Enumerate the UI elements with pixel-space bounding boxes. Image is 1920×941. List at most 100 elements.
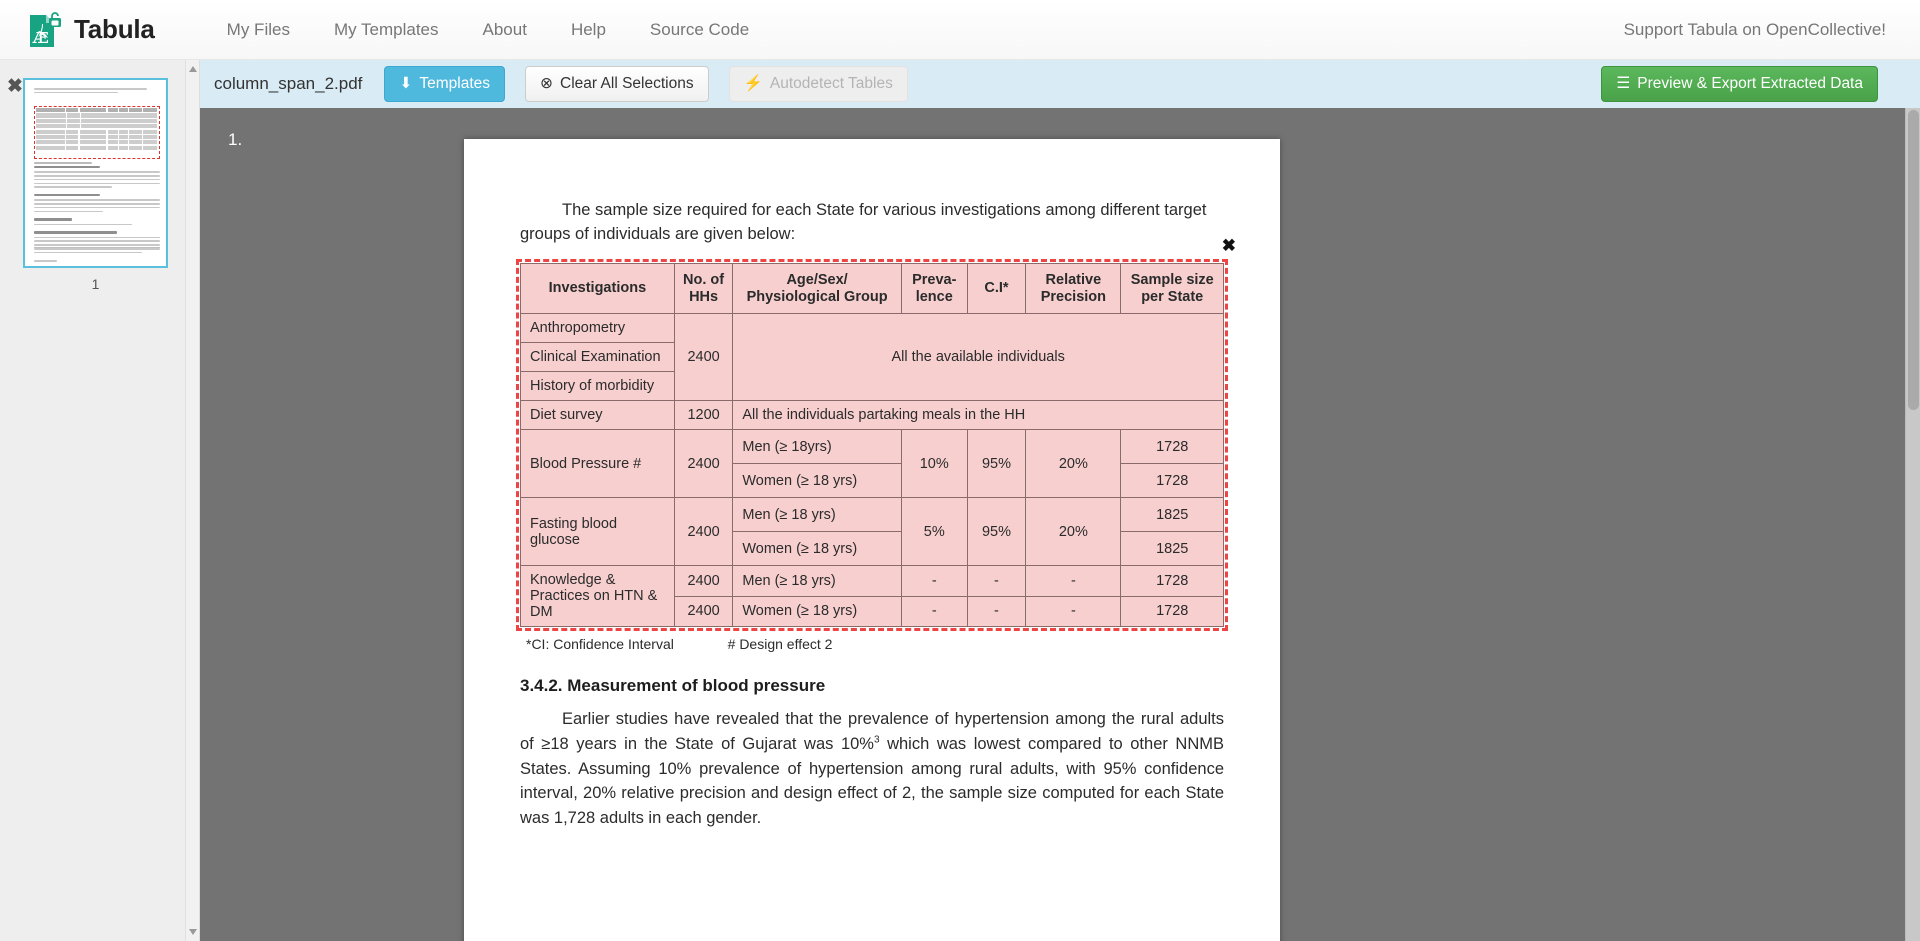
template-icon: ⬇ (399, 75, 413, 93)
cell-hhs: 1200 (673, 400, 734, 431)
nav-item-my-templates[interactable]: My Templates (333, 19, 439, 39)
cell-relative-precision: 20% (1025, 497, 1122, 567)
thumbnail-selection-box (34, 106, 160, 159)
cell-sample-size: 1728 (1120, 565, 1224, 597)
cell-investigation: Blood Pressure # (520, 429, 675, 499)
table-row[interactable]: Women (≥ 18 yrs) 1825 (521, 531, 1224, 567)
cell-investigation: Clinical Examination (520, 342, 675, 373)
cell-sample-size: 1825 (1120, 531, 1224, 567)
cell-group: Men (≥ 18 yrs) (732, 497, 902, 533)
cell-group-merged: All the individuals partaking meals in t… (732, 400, 1224, 431)
sidebar-scrollbar[interactable] (185, 60, 199, 941)
table-row[interactable]: Diet survey 1200 All the individuals par… (520, 400, 1224, 431)
cell-relative-precision: - (1025, 595, 1122, 628)
table-header-sample-size: Sample size per State (1120, 262, 1224, 315)
brand-name: Tabula (74, 14, 155, 44)
table-row[interactable]: Blood Pressure # 2400 Men (≥ 18yrs) 10% … (520, 429, 1224, 499)
brand[interactable]: ᴁ Tabula (28, 11, 155, 49)
section-paragraph-part-a: Earlier studies have revealed that the p… (520, 710, 1224, 753)
cell-hhs: 2400 (673, 595, 734, 628)
cell-hhs: 2400 (673, 565, 734, 597)
cell-prevalence: 5% (900, 497, 968, 567)
cell-ci: - (966, 595, 1027, 628)
cell-relative-precision: - (1025, 565, 1122, 597)
cell-sample-size: 1728 (1120, 429, 1224, 465)
section-paragraph-part-b: which was lowest compared to other NNMB … (520, 734, 1224, 828)
page-thumbnail-wrapper: 1 (23, 78, 168, 292)
cell-group: Men (≥ 18yrs) (732, 429, 902, 465)
viewport-vertical-scrollbar[interactable] (1905, 108, 1920, 941)
cell-ci: 95% (966, 497, 1027, 567)
table-header-prevalence: Preva- lence (900, 262, 968, 315)
nav-item-source-code[interactable]: Source Code (649, 19, 750, 39)
cell-group-merged: All the available individuals (732, 313, 1224, 402)
cell-investigation: Anthropometry (520, 313, 675, 344)
cell-hhs: 2400 (673, 497, 734, 567)
table-row[interactable]: Knowledge & Practices on HTN & DM 2400 M… (520, 565, 1224, 628)
table-header-investigations: Investigations (520, 262, 675, 315)
nav-item-my-files[interactable]: My Files (226, 19, 290, 39)
table-header-row: Investigations No. of HHs Age/Sex/ Physi… (520, 262, 1224, 315)
scroll-down-arrow-icon[interactable] (189, 929, 197, 935)
page-thumbnail-1[interactable] (23, 78, 168, 268)
cell-investigation: Fasting blood glucose (520, 497, 675, 567)
templates-button-label: Templates (419, 75, 491, 92)
thumbnail-sidebar: ✖ (0, 60, 200, 941)
autodetect-tables-label: Autodetect Tables (769, 75, 893, 92)
pdf-intro-paragraph: The sample size required for each State … (520, 201, 1207, 243)
cell-ci: - (966, 565, 1027, 597)
cell-hhs: 2400 (673, 429, 734, 499)
preview-export-label: Preview & Export Extracted Data (1637, 75, 1863, 92)
cell-sample-size: 1825 (1120, 497, 1224, 533)
nav-item-help[interactable]: Help (570, 19, 606, 39)
cell-group: Women (≥ 18 yrs) (732, 531, 902, 567)
cell-prevalence: - (900, 595, 968, 628)
cell-investigation: Knowledge & Practices on HTN & DM (520, 565, 675, 628)
autodetect-tables-button[interactable]: ⚡ Autodetect Tables (728, 66, 908, 102)
cell-hhs: 2400 (673, 313, 734, 402)
table-header-relative-precision: Relative Precision (1025, 262, 1122, 315)
pdf-viewport[interactable]: 1. The sample size required for each Sta… (200, 108, 1906, 941)
cell-group: Women (≥ 18 yrs) (732, 463, 902, 499)
support-opencollective-link[interactable]: Support Tabula on OpenCollective! (1623, 19, 1886, 39)
table-selection-region[interactable]: ✖ Investigations No. of HHs Age/Sex/ Phy… (516, 237, 1236, 632)
cell-sample-size: 1728 (1120, 595, 1224, 628)
close-icon[interactable]: ✖ (7, 76, 23, 97)
section-paragraph: Earlier studies have revealed that the p… (520, 707, 1224, 831)
extracted-table[interactable]: Investigations No. of HHs Age/Sex/ Physi… (520, 262, 1224, 628)
table-header-ci: C.I* (966, 262, 1027, 315)
section-paragraph-superscript: 3 (873, 734, 880, 746)
selection-close-icon[interactable]: ✖ (1221, 235, 1236, 255)
cell-prevalence: - (900, 565, 968, 597)
pdf-page[interactable]: The sample size required for each State … (464, 139, 1280, 941)
cell-investigation: History of morbidity (520, 371, 675, 402)
cell-group: Women (≥ 18 yrs) (732, 595, 902, 628)
scrollbar-thumb[interactable] (1908, 110, 1919, 410)
table-footnotes: *CI: Confidence Interval # Design effect… (520, 636, 1224, 652)
document-toolbar: column_span_2.pdf ⬇ Templates ⊗ Clear Al… (200, 60, 1920, 108)
clear-all-selections-button[interactable]: ⊗ Clear All Selections (525, 66, 709, 102)
thumbnail-mini-table (36, 108, 158, 157)
thumbnail-mini-page (25, 80, 166, 266)
table-row[interactable]: 2400 Women (≥ 18 yrs) - - - 1728 (521, 595, 1224, 628)
table-row[interactable]: Anthropometry 2400 All the available ind… (520, 313, 1224, 402)
clear-all-selections-label: Clear All Selections (560, 75, 694, 92)
file-name-label: column_span_2.pdf (214, 74, 363, 93)
table-row[interactable]: Women (≥ 18 yrs) 1728 (521, 463, 1224, 499)
footnote-ci: *CI: Confidence Interval (526, 636, 674, 653)
cell-investigation: Diet survey (520, 400, 675, 431)
section-heading: 3.4.2. Measurement of blood pressure (520, 676, 826, 696)
cell-sample-size: 1728 (1120, 463, 1224, 499)
scroll-up-arrow-icon[interactable] (189, 66, 197, 72)
preview-export-button[interactable]: ☰ Preview & Export Extracted Data (1601, 66, 1878, 102)
clear-circle-x-icon: ⊗ (540, 75, 554, 93)
footnote-design-effect: # Design effect 2 (727, 636, 833, 653)
templates-button[interactable]: ⬇ Templates (384, 66, 506, 102)
nav-item-about[interactable]: About (482, 19, 527, 39)
top-navbar: ᴁ Tabula My Files My Templates About Hel… (0, 0, 1920, 60)
table-header-no-of-hhs: No. of HHs (673, 262, 734, 315)
lightning-bolt-icon: ⚡ (743, 75, 763, 93)
table-row[interactable]: Fasting blood glucose 2400 Men (≥ 18 yrs… (520, 497, 1224, 567)
svg-text:ᴁ: ᴁ (32, 24, 49, 48)
thumbnail-page-number: 1 (91, 276, 100, 292)
